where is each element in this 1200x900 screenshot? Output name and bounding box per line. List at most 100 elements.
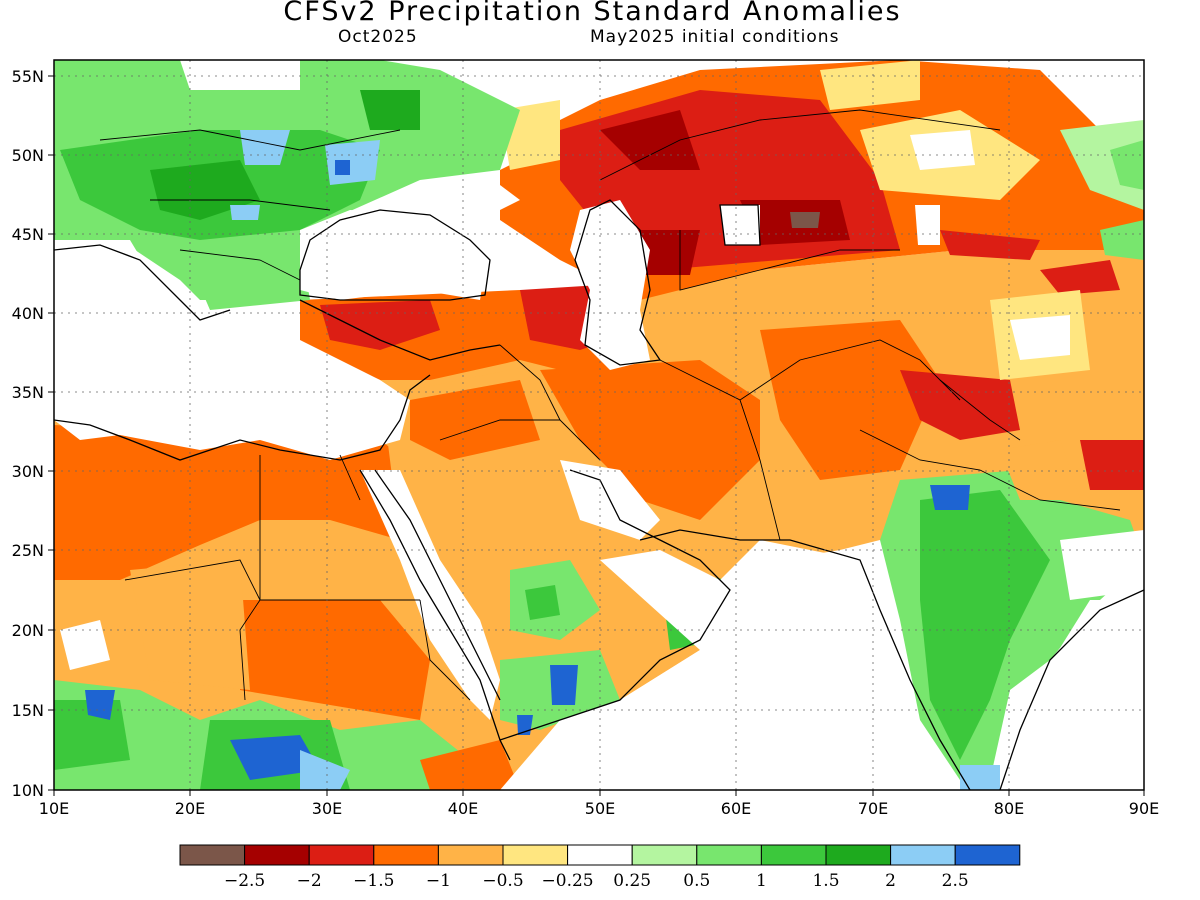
lon-label: 40E xyxy=(448,799,478,818)
axis-ticks xyxy=(48,75,1145,796)
colorbar-swatch xyxy=(890,844,956,866)
lon-label: 70E xyxy=(858,799,888,818)
field-europe-white xyxy=(54,240,200,330)
field-yellow-nw xyxy=(820,60,920,110)
field-afghan-orange xyxy=(760,320,940,480)
field-pak-red xyxy=(900,370,1020,440)
field-sahel-midgreen xyxy=(54,700,130,770)
colorbar-swatch xyxy=(631,844,698,866)
colorbar-swatches xyxy=(179,844,1021,866)
field-kaz-darkred xyxy=(600,110,700,170)
field-xj-red xyxy=(1040,260,1120,295)
field-turkey-red xyxy=(320,300,440,350)
field-india-midgreen xyxy=(920,490,1050,760)
field-kaz-brown xyxy=(790,212,820,228)
colorbar-swatch xyxy=(696,844,762,866)
lon-labels: 10E 20E 30E 40E 50E 60E 70E 80E 90E xyxy=(39,799,1159,818)
field-green-east xyxy=(1060,120,1144,210)
colorbar-swatch xyxy=(825,844,892,866)
field-europe-lightblue xyxy=(325,140,380,185)
colorbar-swatch xyxy=(567,844,633,866)
field-europe-lightblue xyxy=(230,205,260,220)
lat-label: 15N xyxy=(12,701,44,720)
field-green-east3 xyxy=(1100,220,1144,260)
colorbar-label: 2.5 xyxy=(942,871,969,891)
field-arabian-sea xyxy=(500,540,920,790)
lat-label: 35N xyxy=(12,383,44,402)
lon-label: 10E xyxy=(39,799,69,818)
colorbar: −2.5 −2 −1.5 −1 −0.5 −0.25 0.25 0.5 1 1.5 2 2.5 xyxy=(179,844,1021,891)
colorbar-swatch xyxy=(308,844,375,866)
field-aral xyxy=(720,205,760,245)
anomaly-field xyxy=(54,60,1144,790)
field-sahel-blue xyxy=(85,690,115,720)
lon-label: 20E xyxy=(175,799,205,818)
colorbar-label: 1 xyxy=(756,871,767,891)
field-sahel-blue xyxy=(230,735,320,780)
lon-label: 90E xyxy=(1129,799,1159,818)
map-title: CFSv2 Precipitation Standard Anomalies xyxy=(283,0,902,27)
field-white-mid xyxy=(1010,315,1070,360)
colorbar-swatch xyxy=(502,844,569,866)
field-india-lightblue xyxy=(960,765,1000,790)
graticule xyxy=(54,60,1144,790)
field-iraq-orange xyxy=(410,380,540,460)
lat-label: 20N xyxy=(12,621,44,640)
colorbar-swatch xyxy=(244,844,310,866)
colorbar-label: −2.5 xyxy=(224,871,265,891)
field-tibet-red xyxy=(1080,440,1144,490)
colorbar-label: −2 xyxy=(297,871,322,891)
lat-label: 55N xyxy=(12,67,44,86)
field-xj-red xyxy=(940,230,1040,260)
coastlines xyxy=(54,199,1144,790)
colorbar-labels: −2.5 −2 −1.5 −1 −0.5 −0.25 0.25 0.5 1 1.5 2 2.5 xyxy=(224,871,969,891)
colorbar-swatch xyxy=(373,844,439,866)
colorbar-label: −0.25 xyxy=(542,871,594,891)
field-arabia-midgreen xyxy=(525,585,560,620)
colorbar-label: −1 xyxy=(426,871,451,891)
field-ethiopia-orange xyxy=(420,740,520,790)
colorbar-label: −1.5 xyxy=(353,871,394,891)
lat-label: 25N xyxy=(12,541,44,560)
field-balkhash xyxy=(915,205,940,245)
field-sahel-lightblue xyxy=(300,750,350,790)
lat-label: 10N xyxy=(12,781,44,800)
field-mediterranean xyxy=(54,320,410,460)
field-red-sea xyxy=(360,470,500,720)
colorbar-label: 0.5 xyxy=(683,871,710,891)
colorbar-label: 0.25 xyxy=(613,871,651,891)
colorbar-swatch xyxy=(760,844,827,866)
field-yemen-blue xyxy=(550,665,578,705)
lat-label: 50N xyxy=(12,146,44,165)
field-chad xyxy=(130,560,250,690)
lat-labels: 55N 50N 45N 40N 35N 30N 25N 20N 15N 10N xyxy=(12,67,44,800)
political-borders xyxy=(99,109,1121,701)
field-bay-bengal xyxy=(1000,600,1144,790)
field-caspian xyxy=(570,200,650,370)
valid-month-label: Oct2025 xyxy=(338,27,418,47)
field-india-white xyxy=(1060,530,1144,600)
field-europe-white xyxy=(180,60,300,90)
field-europe-darkgreen xyxy=(360,90,420,130)
lon-label: 30E xyxy=(312,799,342,818)
field-india-blue xyxy=(930,485,970,510)
colorbar-swatch xyxy=(954,844,1021,866)
field-iran-orange xyxy=(540,360,760,520)
lat-label: 45N xyxy=(12,225,44,244)
field-white-east xyxy=(910,130,975,170)
lon-label: 60E xyxy=(721,799,751,818)
field-india-orange xyxy=(1000,440,1080,500)
colorbar-label: −0.5 xyxy=(482,871,523,891)
field-sahara-north xyxy=(54,425,420,580)
lon-label: 80E xyxy=(994,799,1024,818)
field-balkans-green xyxy=(180,240,310,310)
field-europe-lightblue xyxy=(240,130,290,165)
lat-label: 30N xyxy=(12,462,44,481)
lat-label: 40N xyxy=(12,304,44,323)
lon-label: 50E xyxy=(585,799,615,818)
field-sahel-white xyxy=(60,620,110,670)
init-conditions-label: May2025 initial conditions xyxy=(590,27,840,47)
field-green-east2 xyxy=(1110,140,1144,190)
colorbar-label: 1.5 xyxy=(812,871,839,891)
